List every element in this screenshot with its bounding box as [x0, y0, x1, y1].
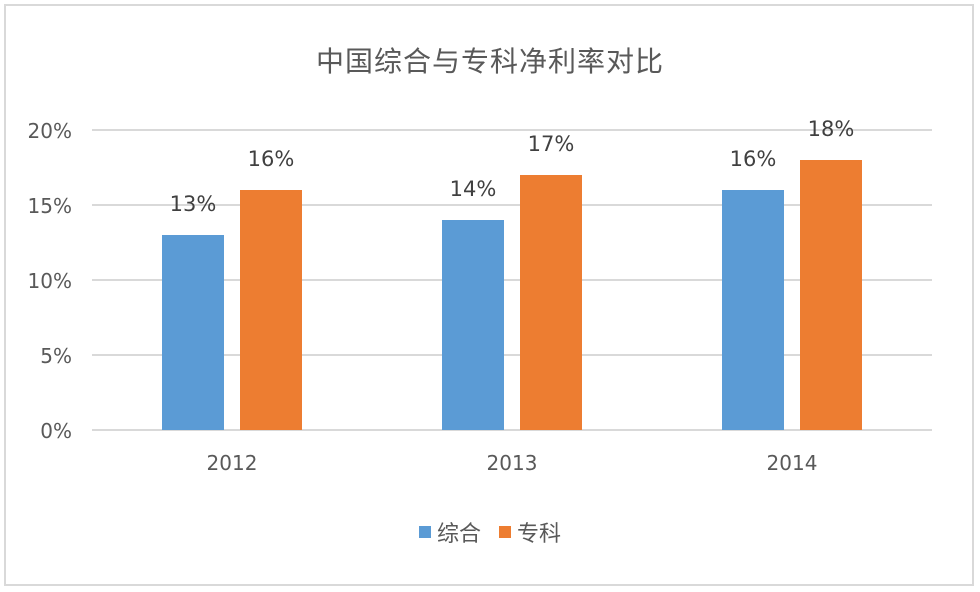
x-tick-label: 2013 [487, 451, 538, 475]
legend-item-series-2: 专科 [499, 516, 561, 548]
data-label: 16% [248, 147, 295, 171]
y-tick-label: 15% [28, 194, 72, 218]
legend-label-series-1: 综合 [436, 522, 481, 547]
legend-swatch-series-2 [499, 526, 511, 538]
data-label: 18% [808, 117, 855, 141]
y-tick-label: 0% [40, 419, 72, 443]
data-label: 16% [730, 147, 777, 171]
bar-series-1 [722, 190, 784, 430]
bar-series-2 [800, 160, 862, 430]
y-tick-label: 5% [40, 344, 72, 368]
y-tick-label: 10% [28, 269, 72, 293]
x-tick-label: 2012 [207, 451, 258, 475]
y-tick-label: 20% [28, 119, 72, 143]
data-label: 13% [170, 192, 217, 216]
data-label: 14% [450, 177, 497, 201]
bar-series-1 [162, 235, 224, 430]
legend-item-series-1: 综合 [418, 516, 481, 548]
legend: 综合 专科 [0, 516, 980, 548]
legend-label-series-2: 专科 [517, 522, 562, 547]
bar-series-2 [520, 175, 582, 430]
x-tick-label: 2014 [767, 451, 818, 475]
chart-title: 中国综合与专科净利率对比 [315, 45, 664, 78]
bar-series-1 [442, 220, 504, 430]
data-label: 17% [528, 132, 575, 156]
legend-swatch-series-1 [418, 526, 431, 538]
bar-series-2 [240, 190, 302, 430]
